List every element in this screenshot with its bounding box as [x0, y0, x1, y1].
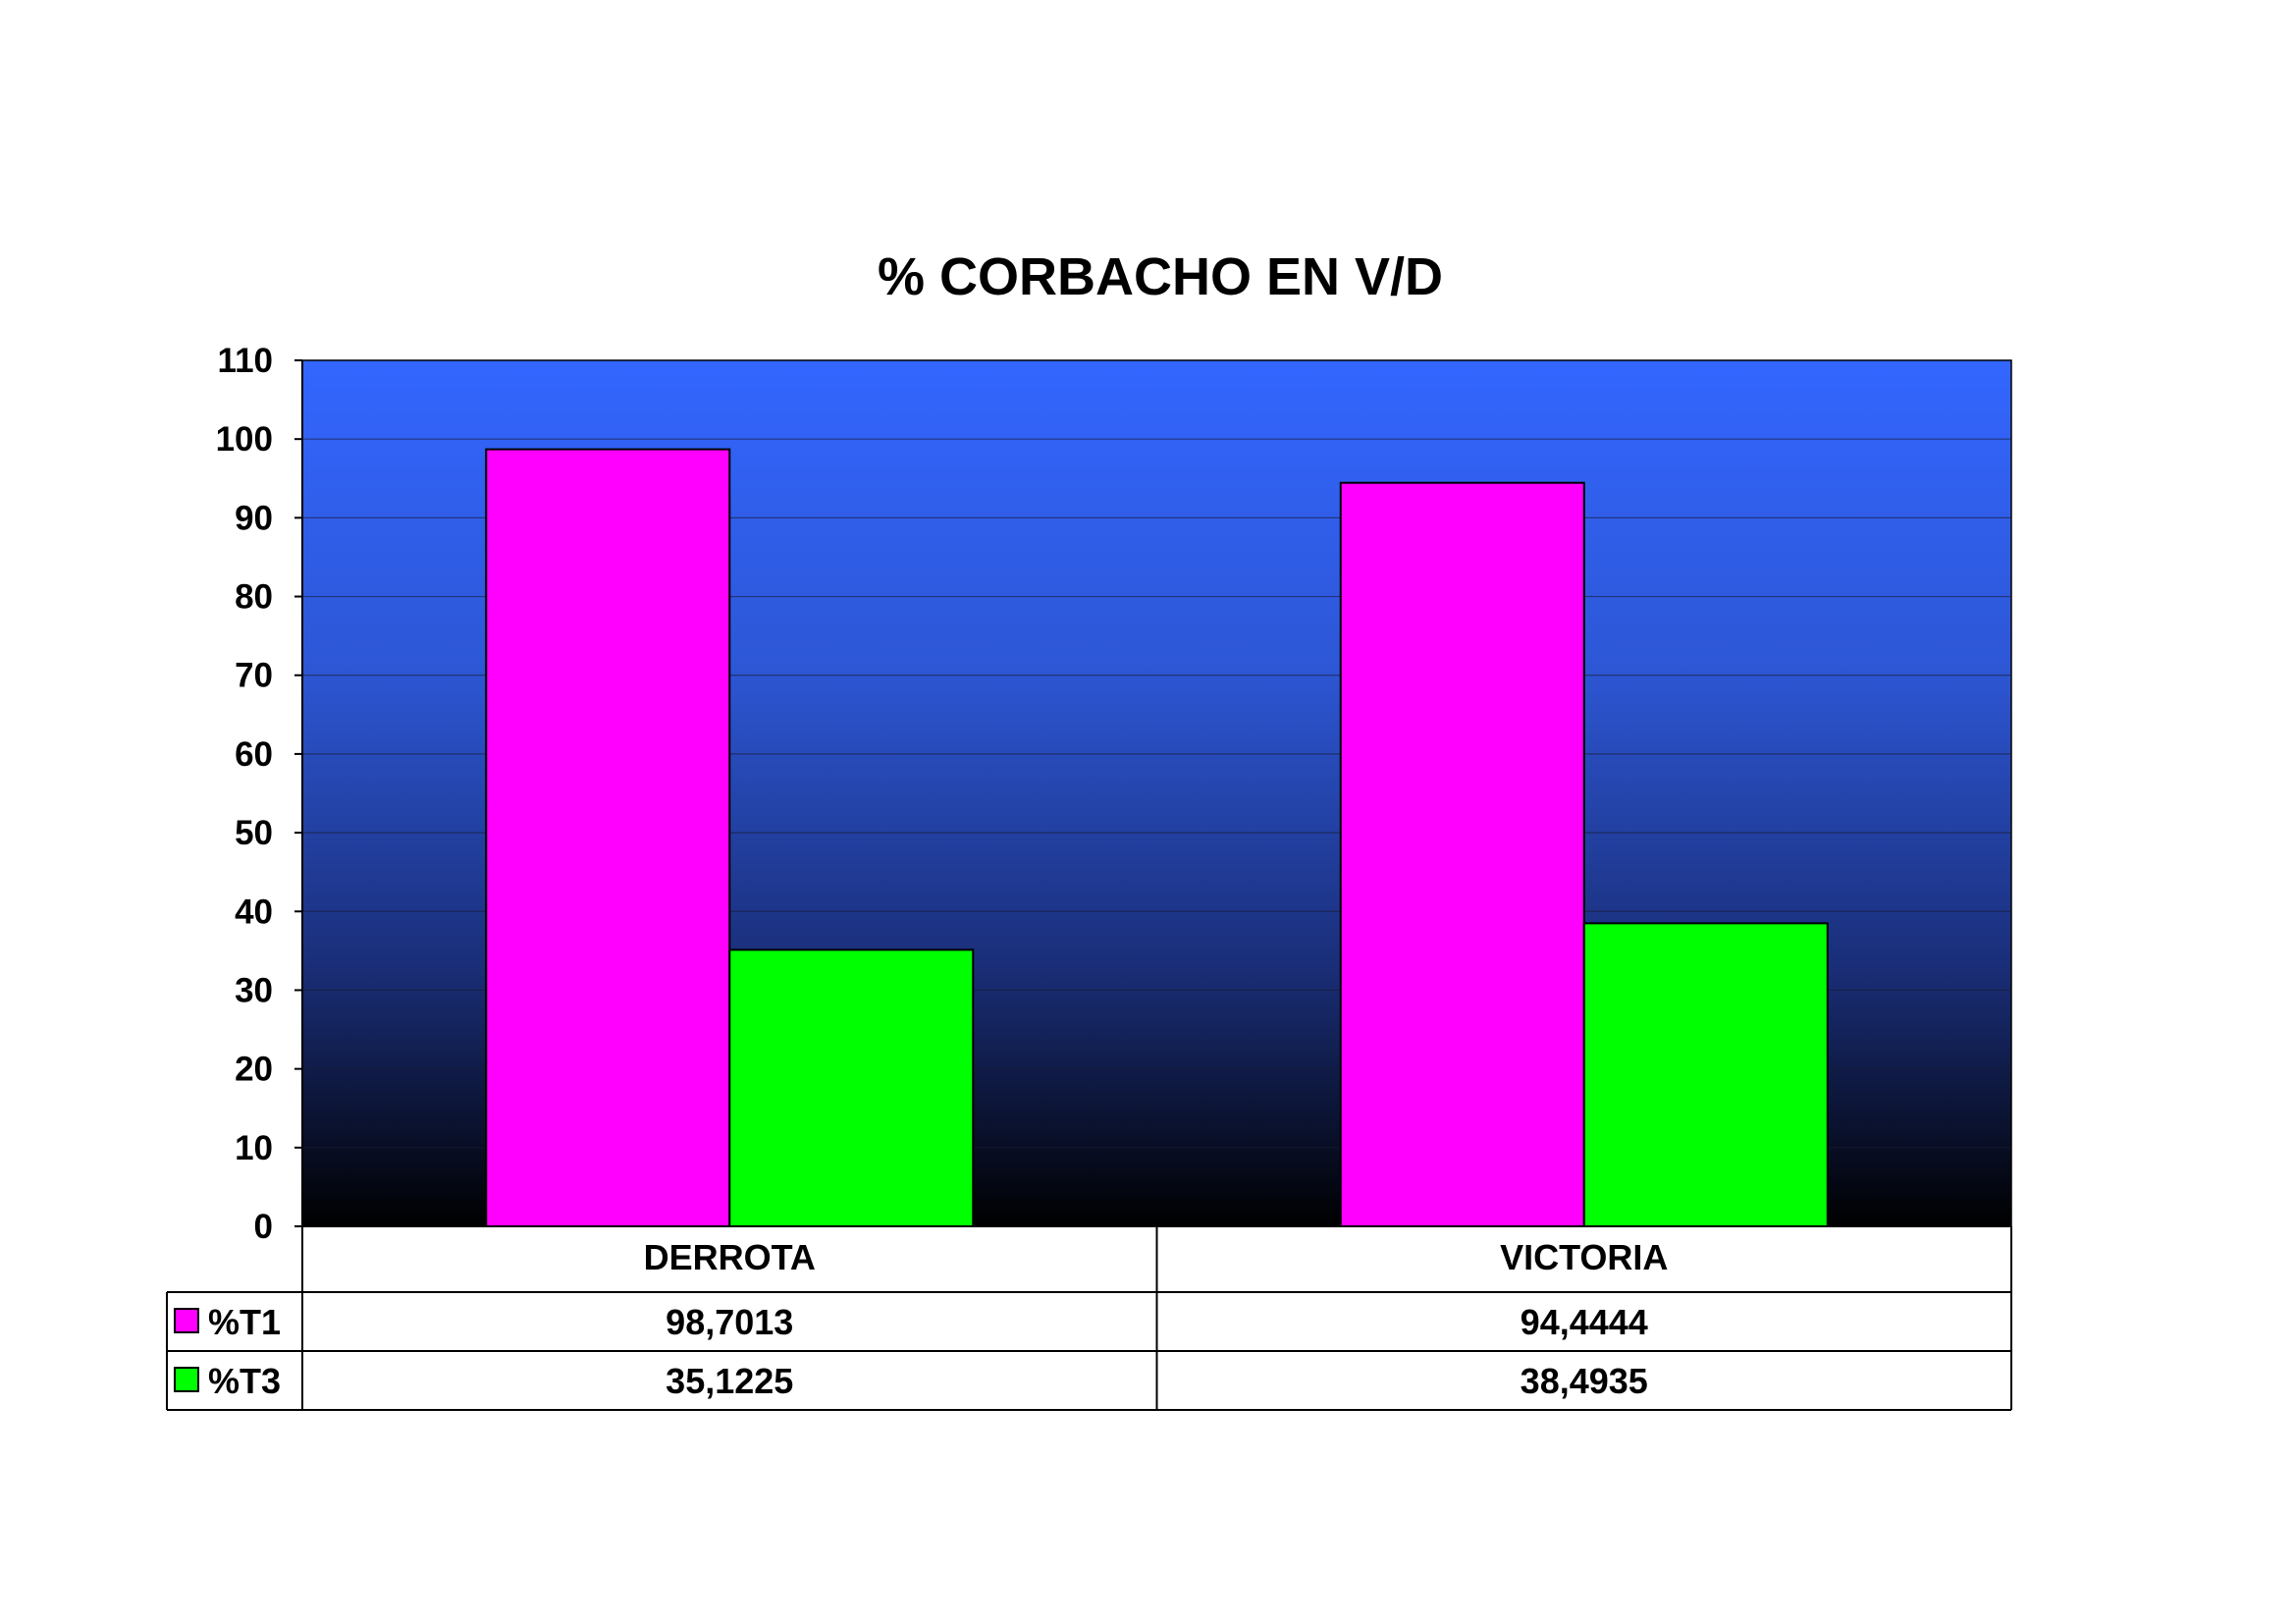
y-tick-label: 100 [216, 420, 273, 459]
y-tick-label: 20 [235, 1051, 273, 1089]
legend-key [174, 1308, 199, 1333]
bar [728, 948, 975, 1227]
data-table-value: 98,7013 [666, 1302, 793, 1342]
y-tick-label: 90 [235, 499, 273, 537]
y-tick-label: 80 [235, 578, 273, 617]
y-tick-label: 60 [235, 735, 273, 774]
data-table-value: 35,1225 [666, 1361, 793, 1401]
data-table-value: 94,4444 [1521, 1302, 1648, 1342]
legend-label: %T1 [208, 1302, 281, 1342]
y-tick-label: 40 [235, 893, 273, 931]
y-tick-label: 0 [254, 1208, 273, 1246]
y-tick-label: 10 [235, 1129, 273, 1167]
y-tick-label: 70 [235, 657, 273, 695]
bars [485, 448, 1829, 1228]
x-category-label: DERROTA [644, 1237, 816, 1277]
bar [485, 448, 731, 1227]
bar [1582, 922, 1829, 1227]
y-tick-label: 50 [235, 814, 273, 852]
y-tick-label: 110 [218, 342, 273, 380]
data-table: DERROTA VICTORIA %T1 98,7013 94,4444 %T3 35,12… [166, 1226, 2012, 1411]
y-tick-label: 30 [235, 971, 273, 1009]
legend-key [174, 1367, 199, 1392]
x-category-label: VICTORIA [1500, 1237, 1668, 1277]
legend-label: %T3 [208, 1361, 281, 1401]
chart-title: % CORBACHO EN V/D [878, 247, 1443, 306]
y-axis-ticks: 0 10 20 30 40 50 60 70 80 90 100 110 [216, 342, 302, 1246]
bar [1339, 481, 1585, 1228]
data-table-value: 38,4935 [1521, 1361, 1648, 1401]
